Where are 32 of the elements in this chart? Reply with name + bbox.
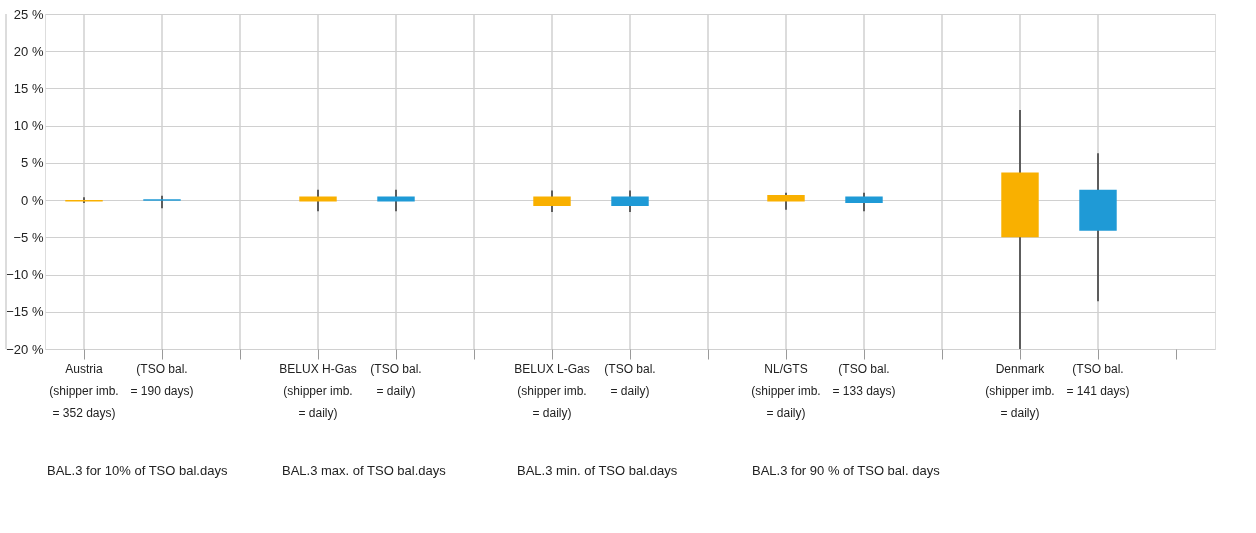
x-tick-label: Austria (shipper imb. = 352 days) (49, 361, 119, 420)
y-tick-label: 25 % (13, 6, 44, 22)
text: BAL.3 min. of TSO bal.days (517, 463, 678, 478)
bar (533, 196, 571, 207)
text: BAL.3 max. of TSO bal.days (282, 463, 447, 478)
x-tick-label: Denmark (shipper imb. = daily) (985, 361, 1055, 420)
bar (611, 196, 649, 207)
y-tick-label: 0 % (21, 192, 44, 208)
y-tick-label: −10 % (6, 267, 44, 283)
bar (767, 194, 805, 202)
y-tick-label: −5 % (13, 229, 44, 245)
x-tick-label: BELUX L-Gas (shipper imb. = daily) (514, 361, 590, 420)
x-tick-label: (TSO bal. = daily) (604, 361, 656, 398)
x-tick-label: (TSO bal. = 133 days) (832, 361, 896, 398)
x-tick-label: BELUX H-Gas (shipper imb. = daily) (279, 361, 357, 420)
bar (845, 196, 883, 204)
text: BAL.3 for 90 % of TSO bal. days (752, 463, 941, 478)
x-tick-label: (TSO bal. = daily) (370, 361, 422, 398)
x-tick-label: NL/GTS (shipper imb. = daily) (751, 361, 821, 420)
y-tick-label: −20 % (6, 341, 44, 357)
x-tick-label: (TSO bal. = 190 days) (130, 361, 194, 398)
text: BAL.3 for 10% of TSO bal.days (47, 463, 228, 478)
bar (299, 196, 337, 202)
bar (377, 196, 415, 202)
y-tick-label: 10 % (13, 118, 44, 134)
x-tick-label: (TSO bal. = 141 days) (1066, 361, 1130, 398)
bar (1001, 172, 1039, 238)
y-tick-label: −15 % (6, 304, 44, 320)
bar (1079, 189, 1117, 231)
y-tick-label: 5 % (21, 155, 44, 171)
y-tick-label: 20 % (13, 43, 44, 59)
y-tick-label: 15 % (13, 80, 44, 96)
